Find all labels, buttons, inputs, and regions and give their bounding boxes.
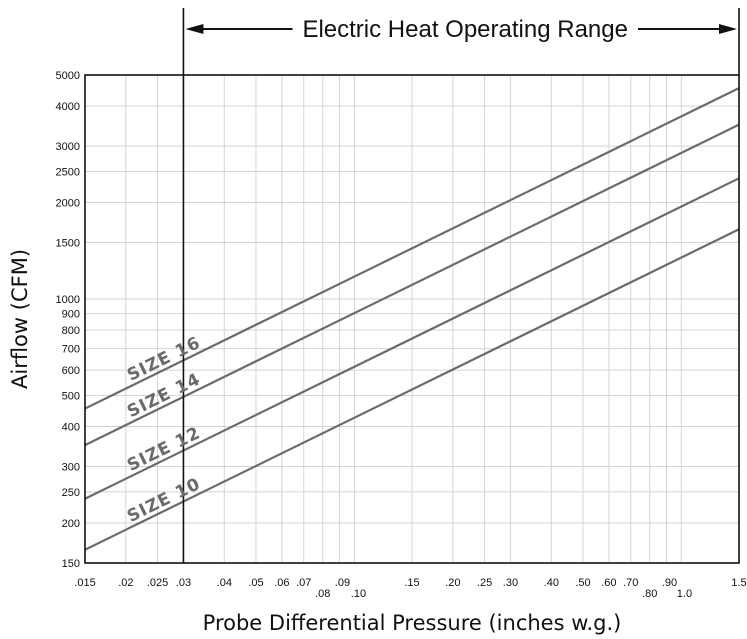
- x-tick-label: .90: [662, 577, 677, 589]
- y-tick-label: 900: [62, 309, 80, 321]
- x-tick-label: .80: [642, 588, 657, 600]
- x-tick-label: .15: [404, 577, 419, 589]
- x-tick-label: .03: [176, 577, 191, 589]
- y-tick-labels: 150 200 250 300 400 500 600 700 800 900 1000 1500 20…: [56, 70, 80, 570]
- y-tick-label: 700: [62, 344, 80, 356]
- series-line: [84, 87, 740, 410]
- y-tick-label: 300: [62, 462, 80, 474]
- x-tick-label: .25: [477, 577, 492, 589]
- x-axis-title: Probe Differential Pressure (inches w.g.…: [203, 611, 622, 635]
- x-tick-label: .015: [74, 577, 95, 589]
- x-tick-label: .70: [623, 577, 638, 589]
- y-tick-label: 4000: [56, 101, 80, 113]
- x-tick-label: 1.5: [731, 577, 746, 589]
- y-tick-label: 5000: [56, 70, 80, 82]
- series-line: [84, 123, 740, 447]
- y-tick-label: 1500: [56, 238, 80, 250]
- x-tick-label: .025: [147, 577, 168, 589]
- x-tick-label: .02: [118, 577, 133, 589]
- x-tick-label: .06: [274, 577, 289, 589]
- x-tick-label: .30: [503, 577, 518, 589]
- operating-range-label: Electric Heat Operating Range: [302, 16, 628, 43]
- y-tick-label: 400: [62, 422, 80, 434]
- x-tick-label: .09: [335, 577, 350, 589]
- series-line: [84, 177, 740, 500]
- y-tick-label: 500: [62, 390, 80, 402]
- x-tick-label: .05: [248, 577, 263, 589]
- series-line: [84, 228, 740, 551]
- y-tick-label: 150: [62, 558, 80, 570]
- x-tick-label: .50: [575, 577, 590, 589]
- y-tick-label: 1000: [56, 294, 80, 306]
- range-arrow-left-head: [185, 24, 204, 34]
- x-tick-label: .08: [315, 588, 330, 600]
- x-tick-label: .10: [351, 588, 366, 600]
- x-tick-label: .60: [601, 577, 616, 589]
- y-tick-label: 3000: [56, 141, 80, 153]
- x-tick-label: 1.0: [677, 588, 692, 600]
- y-axis-title: Airflow (CFM): [8, 249, 32, 389]
- y-tick-label: 250: [62, 487, 80, 499]
- y-tick-label: 2500: [56, 166, 80, 178]
- series-label: SIZE 10: [124, 474, 204, 527]
- x-tick-label: .20: [445, 577, 460, 589]
- plot-frame: [84, 74, 740, 564]
- y-tick-label: 800: [62, 325, 80, 337]
- x-tick-label: .07: [296, 577, 311, 589]
- series-lines: [84, 87, 740, 551]
- operating-range-arrow: [185, 24, 737, 34]
- y-tick-label: 600: [62, 365, 80, 377]
- series-label: SIZE 12: [124, 423, 204, 476]
- y-tick-label: 200: [62, 518, 80, 530]
- x-tick-label: .04: [217, 577, 232, 589]
- range-arrow-right-head: [719, 24, 737, 34]
- y-tick-label: 2000: [56, 198, 80, 210]
- x-tick-labels: .015 .02 .025 .03 .04 .05 .06 .07 .08 .09.10 .15 .2…: [74, 577, 746, 600]
- x-tick-label: .40: [544, 577, 559, 589]
